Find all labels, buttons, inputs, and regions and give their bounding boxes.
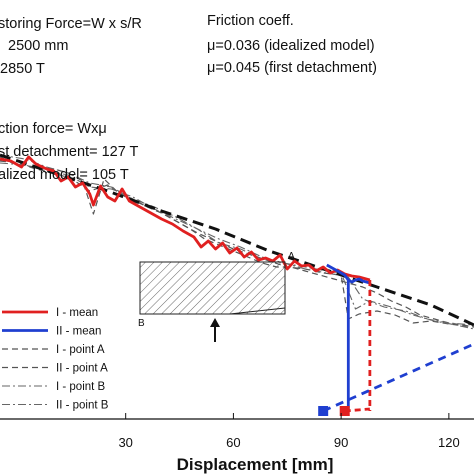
x-tick-label: 30 (118, 435, 132, 450)
annotation-friction-coeff-title: Friction coeff. (207, 13, 294, 29)
annotation-friction-force: ction force= Wxμ (0, 121, 107, 137)
annotation-first-detachment: st detachment= 127 T (0, 144, 139, 160)
endpoint-marker-1 (318, 406, 329, 416)
legend-label-ii-point-b: II - point B (56, 400, 109, 412)
inset-force-arrow-head (210, 318, 220, 327)
inset-baseline-right (229, 307, 286, 315)
endpoint-marker-2 (339, 406, 350, 416)
annotation-idealized-model: alized model= 105 T (0, 167, 129, 183)
unloading-return-line-ii-mean (322, 342, 474, 413)
x-tick-label: 90 (334, 435, 348, 450)
series-line-ii-mean (326, 263, 371, 285)
series-line-i-point-b (0, 162, 474, 330)
legend-label-ii-point-a: II - point A (56, 363, 108, 375)
series-layer (0, 153, 474, 330)
annotation-mu-idealized: μ=0.036 (idealized model) (207, 38, 375, 54)
inset-label-a: A (288, 251, 295, 262)
legend: I - mean II - mean I - point A II - point A… (2, 307, 109, 412)
series-line-idealized-model (0, 153, 474, 327)
inset-label-b: B (138, 318, 145, 329)
annotation-radius: 2500 mm (8, 38, 68, 54)
isolator-inset: A B (138, 251, 295, 342)
legend-label-i-point-b: I - point B (56, 381, 106, 393)
annotation-mu-detachment: μ=0.045 (first detachment) (207, 60, 377, 76)
x-tick-label: 60 (226, 435, 240, 450)
series-line-i-mean (0, 155, 371, 282)
annotation-weight: 2850 T (0, 61, 45, 77)
inset-hatched-block (139, 261, 286, 315)
legend-label-i-point-a: I - point A (56, 344, 105, 356)
x-axis-title: Displacement [mm] (177, 455, 334, 474)
series-line-ii-point-b (0, 154, 474, 326)
legend-label-ii-mean: II - mean (56, 326, 101, 338)
x-tick-label: 120 (438, 435, 460, 450)
annotation-restoring-force: storing Force=W x s/R (0, 16, 142, 32)
unloading-layer (318, 280, 474, 416)
x-ticks: 30 60 90 120 (118, 413, 460, 450)
legend-label-i-mean: I - mean (56, 307, 98, 319)
